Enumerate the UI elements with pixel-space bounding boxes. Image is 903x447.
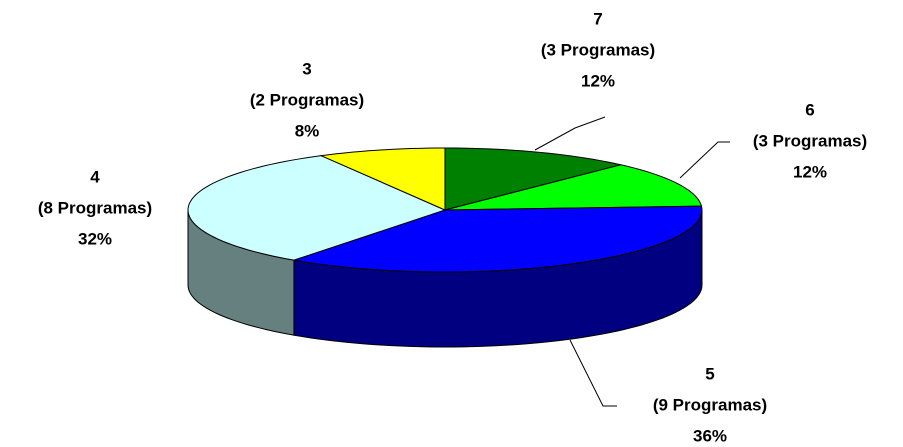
category-label: 5	[705, 364, 714, 383]
category-label: 6	[805, 100, 814, 119]
pie-tops	[187, 147, 703, 273]
leader-line	[679, 141, 730, 179]
category-label: 4	[90, 167, 100, 186]
detail-label: (3 Programas)	[753, 131, 867, 150]
detail-label: (2 Programas)	[250, 90, 364, 109]
pie-slice	[444, 164, 703, 211]
detail-label: (8 Programas)	[38, 198, 152, 217]
category-label: 3	[302, 59, 311, 78]
detail-label: (9 Programas)	[653, 395, 767, 414]
category-label: 7	[593, 9, 602, 28]
pie-slice	[293, 205, 703, 273]
labels: 7 (3 Programas) 12% 6 (3 Programas) 12% 5 (9 Pr…	[38, 9, 867, 445]
pie-slice	[319, 147, 446, 211]
leader-line	[569, 339, 617, 407]
detail-label: (3 Programas)	[541, 40, 655, 59]
value-label: 36%	[693, 426, 727, 445]
value-label: 32%	[78, 229, 112, 248]
leader-line	[534, 116, 606, 151]
value-label: 12%	[793, 162, 827, 181]
pie-slice	[187, 155, 447, 261]
value-label: 12%	[581, 71, 615, 90]
pie-slice	[444, 147, 622, 211]
value-label: 8%	[295, 121, 320, 140]
